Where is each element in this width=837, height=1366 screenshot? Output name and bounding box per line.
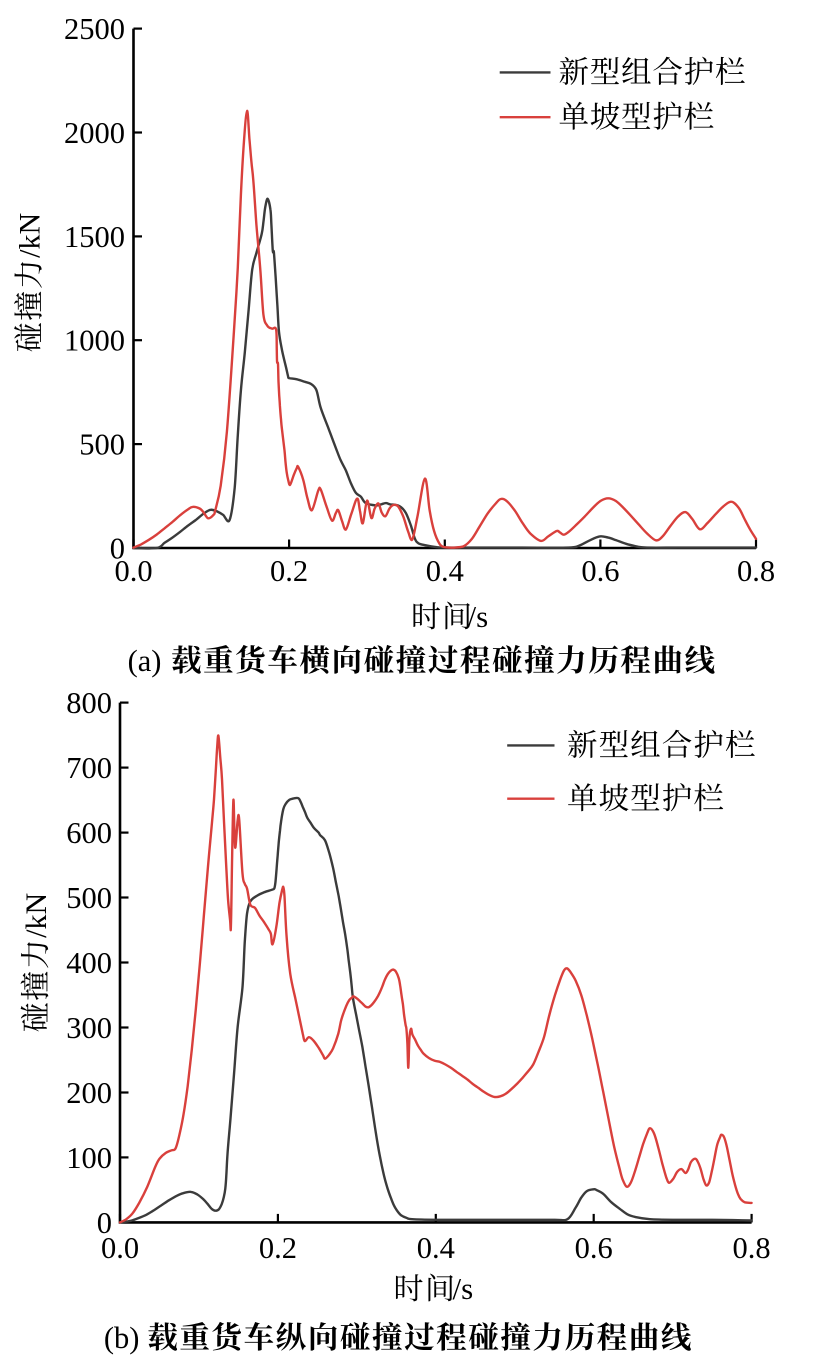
svg-text:800: 800 [66, 686, 112, 720]
svg-text:200: 200 [66, 1076, 112, 1110]
svg-text:0.2: 0.2 [270, 554, 308, 588]
svg-text:0: 0 [97, 1206, 112, 1240]
svg-text:0.0: 0.0 [114, 554, 152, 588]
svg-text:(a): (a) [128, 644, 162, 678]
svg-text:500: 500 [66, 881, 112, 915]
svg-text:(b): (b) [104, 1321, 140, 1355]
svg-text:300: 300 [66, 1011, 112, 1045]
svg-text:0.2: 0.2 [259, 1231, 297, 1265]
svg-text:2500: 2500 [64, 12, 125, 46]
svg-text:1000: 1000 [64, 324, 125, 358]
svg-text:/s: /s [453, 1271, 474, 1306]
svg-text:100: 100 [66, 1141, 112, 1175]
svg-text:0: 0 [110, 532, 125, 566]
svg-text:0.0: 0.0 [101, 1231, 139, 1265]
svg-text:400: 400 [66, 946, 112, 980]
svg-text:0.6: 0.6 [581, 554, 619, 588]
svg-text:0.4: 0.4 [426, 554, 464, 588]
svg-text:/kN: /kN [20, 893, 53, 938]
svg-text:500: 500 [79, 428, 125, 462]
svg-text:/kN: /kN [14, 213, 47, 258]
svg-text:0.8: 0.8 [733, 1231, 771, 1265]
svg-text:2000: 2000 [64, 116, 125, 150]
svg-text:1500: 1500 [64, 220, 125, 254]
svg-text:0.6: 0.6 [575, 1231, 613, 1265]
svg-text:600: 600 [66, 816, 112, 850]
svg-text:0.4: 0.4 [417, 1231, 455, 1265]
svg-text:0.8: 0.8 [737, 554, 775, 588]
svg-text:/s: /s [468, 599, 489, 634]
svg-text:700: 700 [66, 751, 112, 785]
